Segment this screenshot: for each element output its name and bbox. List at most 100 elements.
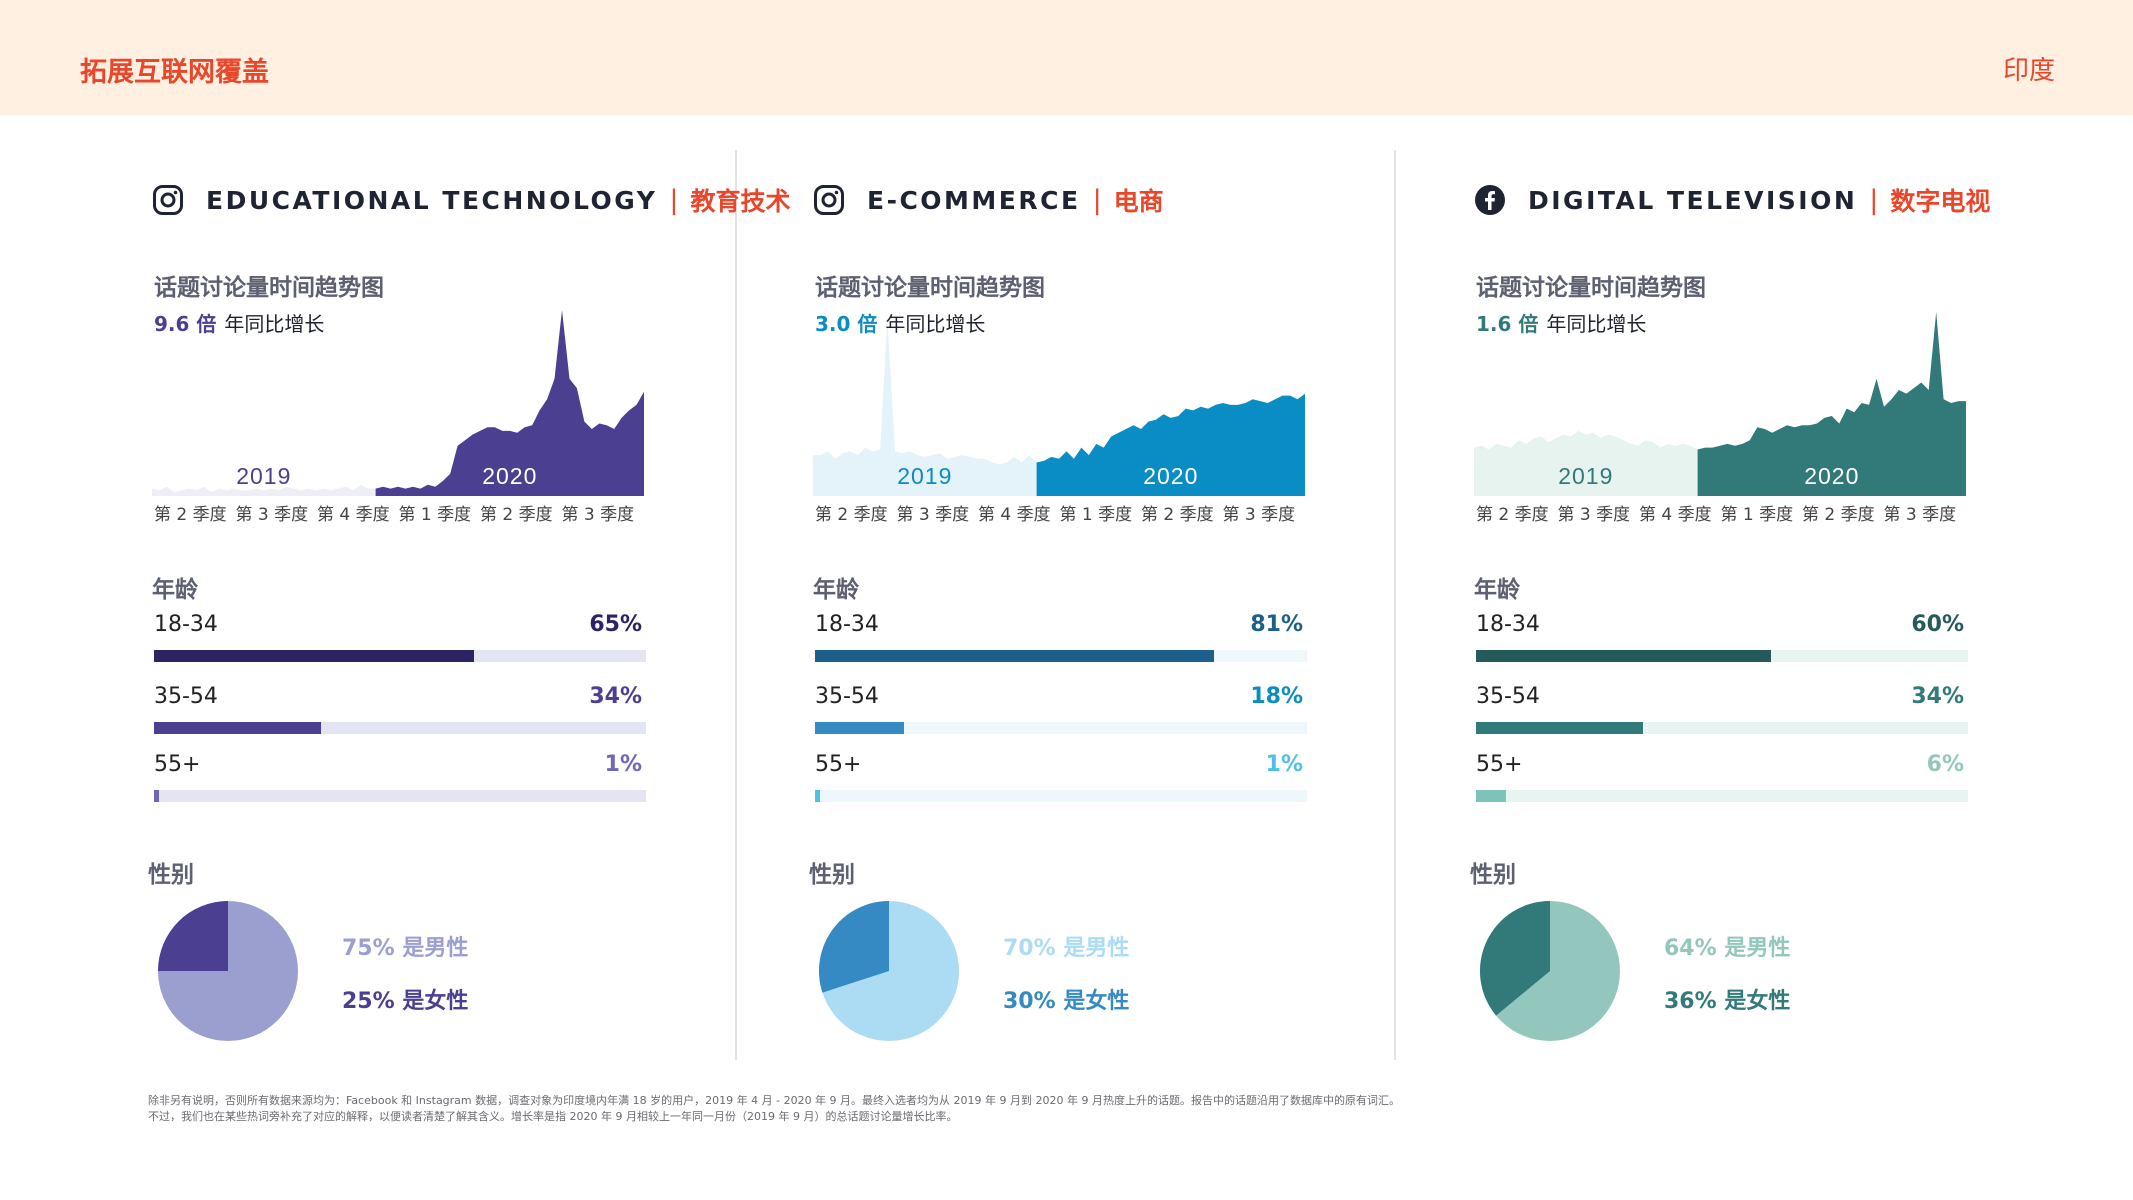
pie-slice-female bbox=[1479, 901, 1550, 1016]
growth-suffix: 年同比增长 bbox=[1546, 312, 1647, 336]
quarter-tick-label: 第 3 季度 bbox=[1222, 505, 1296, 525]
gender-female-label: 25% 是女性 bbox=[342, 989, 469, 1014]
age-group-label: 55+ bbox=[1476, 752, 1523, 777]
topic-header: E-COMMERCE | 电商 bbox=[813, 180, 1164, 220]
topic-header: EDUCATIONAL TECHNOLOGY | 教育技术 bbox=[152, 180, 790, 220]
gender-title: 性别 bbox=[148, 862, 194, 888]
page-title: 拓展互联网覆盖 bbox=[80, 57, 269, 88]
age-group-label: 35-54 bbox=[154, 684, 218, 709]
instagram-icon bbox=[813, 184, 845, 216]
title-separator: | bbox=[1092, 184, 1102, 216]
year-label-2020: 2020 bbox=[1143, 463, 1198, 489]
area-2019 bbox=[813, 319, 1037, 496]
age-bar-track bbox=[154, 790, 646, 802]
age-group-label: 18-34 bbox=[1476, 612, 1540, 637]
column-divider bbox=[1394, 150, 1396, 1060]
age-bar-track bbox=[1476, 790, 1968, 802]
footnote-line: 不过，我们也在某些热词旁补充了对应的解释，以便读者清楚了解其含义。增长率是指 2… bbox=[148, 1110, 958, 1123]
age-bar-fill bbox=[1476, 790, 1506, 802]
age-title: 年龄 bbox=[813, 577, 859, 603]
gender-male-label: 70% 是男性 bbox=[1003, 936, 1130, 961]
instagram-icon bbox=[152, 184, 184, 216]
trend-chart: 2019 2020 bbox=[813, 319, 1305, 496]
topic-title-zh: 数字电视 bbox=[1890, 187, 1991, 216]
gender-pie-chart bbox=[1479, 901, 1620, 1041]
quarter-tick-label: 第 3 季度 bbox=[235, 505, 309, 525]
quarter-axis: 第 2 季度第 3 季度第 4 季度第 1 季度第 2 季度第 3 季度 bbox=[154, 500, 694, 526]
quarter-tick-label: 第 2 季度 bbox=[480, 505, 553, 525]
gender-female-label: 36% 是女性 bbox=[1664, 989, 1791, 1014]
age-group-percent: 34% bbox=[1911, 684, 1964, 709]
age-bar-track bbox=[1476, 722, 1968, 734]
growth-line: 9.6 倍年同比增长 bbox=[154, 308, 324, 337]
year-label-2020: 2020 bbox=[482, 463, 537, 489]
quarter-tick-label: 第 4 季度 bbox=[978, 505, 1051, 525]
quarter-tick-label: 第 3 季度 bbox=[561, 505, 635, 525]
age-group-label: 18-34 bbox=[815, 612, 879, 637]
topic-column: EDUCATIONAL TECHNOLOGY | 教育技术 2019 2020 话题讨论量… bbox=[148, 150, 790, 1050]
growth-line: 3.0 倍年同比增长 bbox=[815, 308, 985, 337]
age-group-percent: 1% bbox=[604, 752, 642, 777]
age-group-percent: 6% bbox=[1926, 752, 1964, 777]
age-bar-fill bbox=[815, 722, 904, 734]
quarter-tick-label: 第 2 季度 bbox=[1141, 505, 1214, 525]
age-bar-track bbox=[815, 790, 1307, 802]
area-2019 bbox=[152, 484, 376, 496]
trend-title: 话题讨论量时间趋势图 bbox=[815, 275, 1045, 301]
quarter-tick-label: 第 3 季度 bbox=[1557, 505, 1631, 525]
quarter-tick-label: 第 2 季度 bbox=[1476, 505, 1549, 525]
trend-title: 话题讨论量时间趋势图 bbox=[154, 275, 384, 301]
growth-suffix: 年同比增长 bbox=[224, 312, 325, 336]
age-group-label: 35-54 bbox=[1476, 684, 1540, 709]
age-group-percent: 60% bbox=[1911, 612, 1964, 637]
gender-title: 性别 bbox=[809, 862, 855, 888]
header-bar: 拓展互联网覆盖 印度 bbox=[0, 0, 2133, 115]
age-title: 年龄 bbox=[1474, 577, 1520, 603]
age-bar-fill bbox=[1476, 722, 1644, 734]
footnote-line: 除非另有说明，否则所有数据来源均为：Facebook 和 Instagram 数… bbox=[148, 1094, 1401, 1107]
gender-title: 性别 bbox=[1470, 862, 1516, 888]
column-divider bbox=[735, 150, 737, 1060]
age-bar-fill bbox=[154, 650, 474, 662]
age-bar-track bbox=[1476, 650, 1968, 662]
topic-title-en: E-COMMERCE bbox=[867, 185, 1081, 215]
year-label-2019: 2019 bbox=[1558, 463, 1613, 489]
growth-value: 9.6 倍 bbox=[154, 312, 217, 336]
quarter-tick-label: 第 4 季度 bbox=[317, 505, 390, 525]
year-label-2020: 2020 bbox=[1804, 463, 1859, 489]
trend-title: 话题讨论量时间趋势图 bbox=[1476, 275, 1706, 301]
age-group-percent: 81% bbox=[1250, 612, 1303, 637]
age-group-percent: 34% bbox=[589, 684, 642, 709]
footnote: 除非另有说明，否则所有数据来源均为：Facebook 和 Instagram 数… bbox=[148, 1093, 1448, 1125]
age-bar-track bbox=[154, 650, 646, 662]
growth-value: 1.6 倍 bbox=[1476, 312, 1539, 336]
topic-column: DIGITAL TELEVISION | 数字电视 2019 2020 话题讨论量时间趋势… bbox=[1470, 150, 2074, 1050]
topic-title-zh: 电商 bbox=[1113, 187, 1164, 216]
region-label: 印度 bbox=[2002, 56, 2055, 86]
age-group-label: 18-34 bbox=[154, 612, 218, 637]
year-label-2019: 2019 bbox=[897, 463, 952, 489]
topic-header: DIGITAL TELEVISION | 数字电视 bbox=[1474, 180, 1990, 220]
gender-pie-chart bbox=[819, 901, 959, 1041]
age-bar-fill bbox=[815, 790, 820, 802]
growth-value: 3.0 倍 bbox=[815, 312, 878, 336]
quarter-tick-label: 第 1 季度 bbox=[398, 505, 472, 525]
title-separator: | bbox=[1869, 184, 1879, 216]
age-title: 年龄 bbox=[152, 577, 198, 603]
quarter-tick-label: 第 2 季度 bbox=[154, 505, 227, 525]
age-bar-fill bbox=[815, 650, 1214, 662]
age-group-percent: 65% bbox=[589, 612, 642, 637]
title-separator: | bbox=[669, 184, 679, 216]
growth-suffix: 年同比增长 bbox=[885, 312, 986, 336]
quarter-tick-label: 第 2 季度 bbox=[1802, 505, 1875, 525]
area-2020 bbox=[1697, 311, 1966, 496]
quarter-tick-label: 第 1 季度 bbox=[1720, 505, 1794, 525]
gender-female-label: 30% 是女性 bbox=[1003, 989, 1130, 1014]
area-2019 bbox=[1474, 430, 1698, 496]
gender-pie-chart bbox=[158, 901, 298, 1041]
age-group-label: 55+ bbox=[154, 752, 201, 777]
quarter-axis: 第 2 季度第 3 季度第 4 季度第 1 季度第 2 季度第 3 季度 bbox=[815, 500, 1355, 526]
pie-slice-female bbox=[158, 901, 228, 971]
age-group-label: 35-54 bbox=[815, 684, 879, 709]
age-group-percent: 1% bbox=[1265, 752, 1303, 777]
